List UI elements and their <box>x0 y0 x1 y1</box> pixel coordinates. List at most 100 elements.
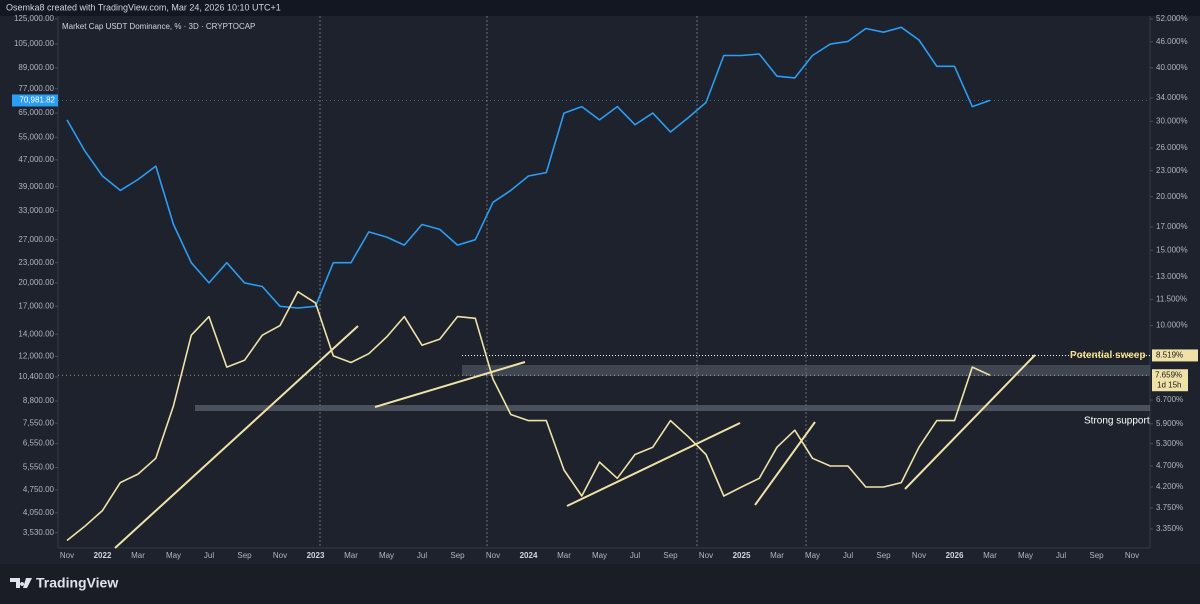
y2-tick-label: 34.000% <box>1156 93 1188 102</box>
x-tick-label: Nov <box>273 551 287 560</box>
x-tick-label: May <box>1018 551 1033 560</box>
x-tick-label: Nov <box>486 551 500 560</box>
y2-tick-label: 20.000% <box>1156 192 1188 201</box>
trendline <box>374 361 526 408</box>
footer-logo: TradingView <box>36 575 118 591</box>
y2-tick-label: 5.300% <box>1156 439 1183 448</box>
x-tick-label: Jul <box>843 551 853 560</box>
y2-tick-label: 4.200% <box>1156 482 1183 491</box>
y2-tick-label: 30.000% <box>1156 116 1188 125</box>
x-tick-label: 2023 <box>307 551 325 560</box>
level-label-bg <box>1152 349 1198 362</box>
x-tick-label: 2024 <box>520 551 538 560</box>
trendline <box>566 422 741 507</box>
price-label-bg <box>1152 369 1188 392</box>
x-tick-label: Mar <box>770 551 784 560</box>
y-tick-label: 65,000.00 <box>18 108 54 117</box>
y2-tick-label: 3.750% <box>1156 503 1183 512</box>
y-tick-label: 12,000.00 <box>18 352 54 361</box>
x-tick-label: Sep <box>1089 551 1104 560</box>
y2-tick-label: 40.000% <box>1156 63 1188 72</box>
y-tick-label: 23,000.00 <box>18 258 54 267</box>
x-tick-label: Mar <box>983 551 997 560</box>
x-tick-label: Mar <box>557 551 571 560</box>
series-line <box>66 26 991 309</box>
y-tick-label: 17,000.00 <box>18 301 54 310</box>
y-tick-label: 105,000.00 <box>14 39 55 48</box>
trendline <box>114 325 359 549</box>
y-tick-label: 5,550.00 <box>23 463 55 472</box>
y2-tick-label: 23.000% <box>1156 166 1188 175</box>
x-tick-label: Jul <box>417 551 427 560</box>
x-tick-label: Jul <box>1056 551 1066 560</box>
y2-tick-label: 15.000% <box>1156 245 1188 254</box>
y-tick-label: 10,400.00 <box>18 372 54 381</box>
x-tick-label: Mar <box>131 551 145 560</box>
x-tick-label: Sep <box>876 551 891 560</box>
x-tick-label: May <box>592 551 607 560</box>
y2-tick-label: 52.000% <box>1156 14 1188 23</box>
y-tick-label: 55,000.00 <box>18 132 54 141</box>
footer-bar <box>0 564 1200 604</box>
y-tick-label: 3,530.00 <box>23 528 55 537</box>
y-tick-label: 39,000.00 <box>18 182 54 191</box>
x-tick-label: May <box>805 551 820 560</box>
y2-tick-label: 3.350% <box>1156 524 1183 533</box>
y2-tick-label: 17.000% <box>1156 222 1188 231</box>
trendline <box>754 421 816 506</box>
x-tick-label: Nov <box>1125 551 1139 560</box>
price-label-bg <box>12 94 58 107</box>
logo-icon <box>10 578 32 588</box>
y-tick-label: 77,000.00 <box>18 84 54 93</box>
y-tick-label: 27,000.00 <box>18 235 54 244</box>
y-tick-label: 4,750.00 <box>23 485 55 494</box>
x-tick-label: 2025 <box>733 551 751 560</box>
x-tick-label: Sep <box>663 551 678 560</box>
y2-tick-label: 11.500% <box>1156 295 1187 304</box>
x-tick-label: Mar <box>344 551 358 560</box>
y2-tick-label: 10.000% <box>1156 321 1188 330</box>
price-label: 7.659% <box>1155 370 1182 379</box>
y-tick-label: 33,000.00 <box>18 206 54 215</box>
x-tick-label: Jul <box>630 551 640 560</box>
header-bar <box>0 0 1200 16</box>
x-tick-label: Nov <box>912 551 926 560</box>
y2-tick-label: 46.000% <box>1156 37 1188 46</box>
y2-tick-label: 5.900% <box>1156 419 1183 428</box>
y2-tick-label: 13.000% <box>1156 272 1188 281</box>
x-tick-label: May <box>166 551 181 560</box>
y-tick-label: 47,000.00 <box>18 155 54 164</box>
plot-bg <box>0 16 1200 564</box>
level-text: Potential sweep <box>1070 350 1146 361</box>
x-tick-label: 2026 <box>946 551 964 560</box>
annotation: Strong support <box>1084 416 1150 427</box>
y-tick-label: 4,050.00 <box>23 508 55 517</box>
zone <box>462 365 1150 376</box>
y-tick-label: 89,000.00 <box>18 63 54 72</box>
y-tick-label: 8,800.00 <box>23 396 55 405</box>
x-tick-label: Nov <box>60 551 74 560</box>
y-tick-label: 14,000.00 <box>18 329 54 338</box>
x-tick-label: May <box>379 551 394 560</box>
y2-tick-label: 6.700% <box>1156 395 1183 404</box>
x-tick-label: 2022 <box>94 551 112 560</box>
x-tick-label: Nov <box>699 551 713 560</box>
price-label: 70,981.82 <box>19 96 55 105</box>
y2-tick-label: 4.700% <box>1156 461 1183 470</box>
x-tick-label: Sep <box>237 551 252 560</box>
chart-title: Market Cap USDT Dominance, % · 3D · CRYP… <box>62 22 255 31</box>
y-tick-label: 7,550.00 <box>23 418 55 427</box>
series-line <box>66 290 991 542</box>
header-text: Osemka8 created with TradingView.com, Ma… <box>6 2 281 12</box>
countdown: 1d 15h <box>1157 380 1181 389</box>
y-tick-label: 20,000.00 <box>18 278 54 287</box>
y2-tick-label: 26.000% <box>1156 143 1188 152</box>
trendline <box>904 354 1036 490</box>
y-tick-label: 125,000.00 <box>14 14 55 23</box>
x-tick-label: Jul <box>204 551 214 560</box>
level-label: 8.519% <box>1156 351 1183 360</box>
x-tick-label: Sep <box>450 551 465 560</box>
y-tick-label: 6,550.00 <box>23 439 55 448</box>
